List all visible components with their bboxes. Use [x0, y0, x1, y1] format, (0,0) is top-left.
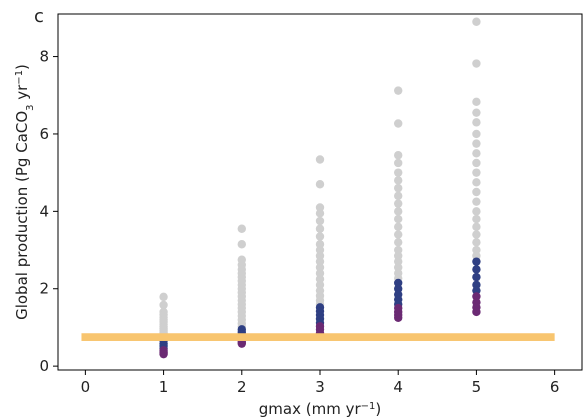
x-tick-label-6: 6 [550, 378, 560, 396]
point-x5-accepted-1 [472, 265, 481, 274]
point-x3-rejected-6 [315, 232, 325, 241]
point-x3-rejected-10 [315, 257, 325, 266]
point-x4-rejected-11 [394, 222, 403, 232]
point-x4-rejected-5 [394, 176, 403, 185]
point-x5-rejected-3 [472, 108, 481, 117]
point-x5-rejected-1 [472, 59, 481, 68]
point-x5-accepted-5 [472, 292, 481, 301]
x-tick-label-5: 5 [472, 378, 482, 396]
x-tick-label-4: 4 [393, 378, 403, 396]
y-axis-label-main: Global production (Pg CaCO [13, 111, 31, 320]
point-x1-rejected-0 [159, 292, 168, 302]
point-x3-rejected-14 [315, 280, 325, 290]
point-x4-accepted-0 [394, 278, 403, 288]
point-x4-rejected-15 [394, 251, 403, 261]
point-x4-rejected-4 [394, 168, 403, 177]
point-x5-rejected-7 [472, 149, 481, 158]
point-x4-rejected-17 [394, 263, 403, 272]
y-axis-label-subscript: 3 [25, 104, 36, 110]
x-axis-label-superscript: −1 [361, 401, 376, 412]
point-x2-rejected-0 [237, 224, 246, 233]
point-x3-rejected-5 [315, 224, 325, 233]
point-x5-rejected-13 [472, 207, 481, 216]
point-x5-rejected-19 [472, 251, 481, 261]
point-x5-rejected-12 [472, 197, 481, 206]
point-x4-rejected-13 [394, 238, 403, 247]
y-tick-label-6: 6 [39, 125, 49, 143]
point-x4-rejected-14 [394, 245, 403, 255]
point-x3-rejected-2 [315, 203, 325, 212]
point-x5-rejected-15 [472, 222, 481, 232]
x-axis-label: gmax (mm yr−1) [259, 400, 381, 418]
point-x4-rejected-0 [394, 86, 403, 95]
point-x4-rejected-3 [394, 158, 403, 168]
point-x4-rejected-7 [394, 191, 403, 201]
point-x5-accepted-8 [472, 307, 481, 317]
point-x4-rejected-16 [394, 257, 403, 266]
point-x3-rejected-11 [315, 263, 325, 272]
point-x1-rejected-1 [159, 300, 168, 310]
point-x5-rejected-11 [472, 187, 481, 197]
point-x4-rejected-8 [394, 199, 403, 208]
point-x3-rejected-9 [315, 251, 325, 261]
point-x5-accepted-3 [472, 280, 481, 290]
point-x5-rejected-5 [472, 129, 481, 139]
point-x5-rejected-8 [472, 158, 481, 168]
y-tick-label-8: 8 [39, 48, 49, 66]
point-x5-rejected-14 [472, 214, 481, 224]
point-x4-rejected-9 [394, 207, 403, 216]
point-x2-rejected-1 [237, 240, 246, 249]
point-x4-accepted-1 [394, 284, 403, 293]
point-x5-accepted-4 [472, 286, 481, 295]
x-axis-label-main: gmax (mm yr [259, 400, 362, 418]
panel-label: c [34, 6, 44, 27]
x-tick-label-3: 3 [315, 378, 325, 396]
y-axis-label-tail: ) [13, 64, 31, 70]
point-x3-rejected-13 [315, 274, 325, 284]
x-tick-label-0: 0 [81, 378, 91, 396]
point-x4-rejected-2 [394, 151, 403, 160]
point-x5-rejected-10 [472, 178, 481, 187]
point-x3-rejected-12 [315, 269, 325, 278]
x-tick-label-1: 1 [159, 378, 169, 396]
y-axis-label: Global production (Pg CaCO3 yr−1) [13, 64, 36, 320]
point-x5-rejected-4 [472, 118, 481, 127]
point-x5-rejected-17 [472, 238, 481, 247]
point-x5-accepted-2 [472, 272, 481, 282]
y-tick-label-2: 2 [39, 280, 49, 298]
point-x5-rejected-0 [472, 17, 481, 26]
point-x5-rejected-2 [472, 97, 481, 107]
point-x5-rejected-18 [472, 245, 481, 255]
point-x4-rejected-12 [394, 230, 403, 239]
tick-layer: 0 1 2 3 4 5 6 0 2 4 6 8 [39, 48, 559, 396]
point-x4-accepted-8 [394, 313, 403, 322]
point-x4-rejected-10 [394, 214, 403, 224]
point-x2-accepted-7 [237, 339, 246, 348]
point-x3-rejected-1 [315, 180, 325, 189]
y-axis-label-superscript: −1 [14, 70, 25, 85]
point-x5-rejected-6 [472, 139, 481, 148]
point-x3-rejected-3 [315, 209, 325, 218]
reference-band [81, 333, 555, 341]
point-x5-rejected-9 [472, 168, 481, 177]
point-x3-rejected-4 [315, 216, 325, 226]
point-x3-rejected-7 [315, 240, 325, 249]
point-x1-accepted-7 [159, 349, 168, 359]
x-tick-label-2: 2 [237, 378, 247, 396]
plot-layer [81, 17, 555, 359]
y-tick-label-0: 0 [39, 357, 49, 375]
y-tick-label-4: 4 [39, 202, 49, 220]
x-axis-label-tail: ) [375, 400, 381, 418]
y-axis-label-mid: yr [13, 84, 31, 105]
point-x3-rejected-0 [315, 155, 325, 164]
point-x4-rejected-6 [394, 183, 403, 193]
point-x5-rejected-16 [472, 230, 481, 239]
point-x3-rejected-8 [315, 245, 325, 255]
point-x5-accepted-0 [472, 257, 481, 266]
point-x4-rejected-1 [394, 119, 403, 128]
